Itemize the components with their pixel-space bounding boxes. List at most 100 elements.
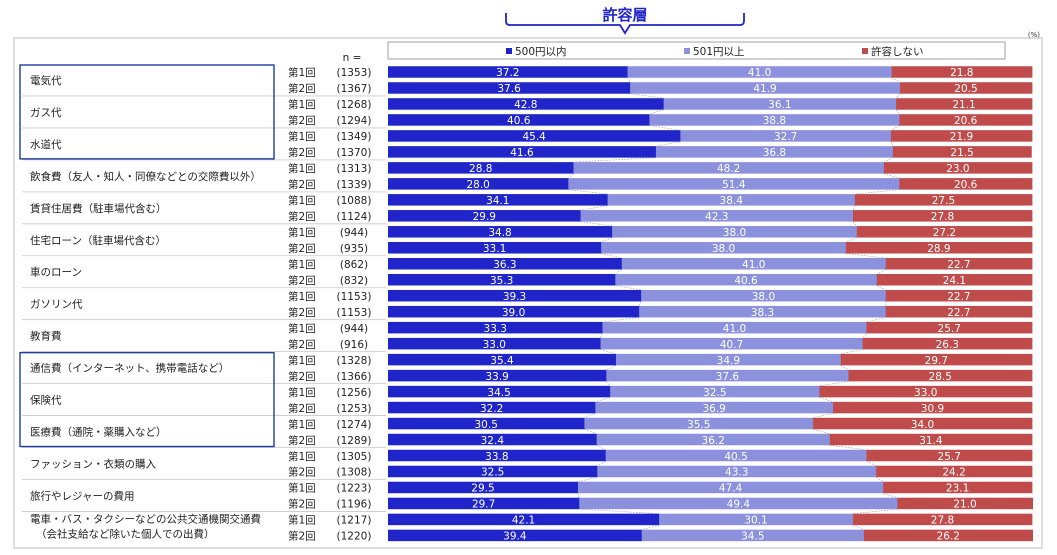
data-label: 32.7: [774, 131, 797, 143]
data-label: 21.5: [950, 147, 973, 159]
bar-segment: [388, 449, 607, 462]
round-label: 第1回: [288, 162, 316, 175]
bar-segment: [577, 481, 884, 494]
bar-segment: [852, 513, 1033, 526]
bracket-icon: [505, 13, 745, 35]
group-label: 旅行やレジャーの費用: [30, 489, 134, 502]
bar-segment: [885, 305, 1033, 318]
connector-line: [601, 253, 622, 259]
round-label: 第1回: [288, 66, 316, 79]
bar-segment: [866, 321, 1033, 334]
data-label: 38.3: [751, 307, 774, 319]
connector-line: [845, 237, 857, 243]
bar-segment: [621, 258, 887, 270]
data-label: 35.4: [490, 355, 514, 367]
bar-segment: [601, 242, 847, 254]
bar-segment: [854, 194, 1033, 206]
round-label: 第2回: [288, 274, 316, 287]
data-label: 51.4: [722, 179, 746, 191]
bar-segment: [388, 194, 609, 206]
round-label: 第2回: [288, 306, 316, 319]
bar-segment: [388, 258, 623, 270]
round-label: 第1回: [288, 98, 316, 111]
bar-segment: [388, 433, 598, 446]
n-value: (1124): [337, 211, 372, 223]
data-label: 37.6: [716, 371, 740, 383]
data-label: 27.5: [932, 195, 955, 207]
data-label: 25.7: [938, 323, 961, 335]
data-label: 27.2: [933, 227, 956, 239]
n-value: (1196): [337, 499, 372, 511]
connector-line: [883, 157, 894, 163]
n-value: (1353): [337, 67, 372, 79]
group-label: 教育費: [30, 330, 62, 343]
bar-segment: [388, 481, 579, 494]
data-label: 34.5: [741, 531, 764, 543]
n-value: (935): [340, 243, 368, 255]
round-label: 第2回: [288, 146, 316, 159]
data-label: 43.3: [725, 467, 748, 479]
n-value: (1088): [337, 195, 372, 207]
bar-segment: [899, 178, 1033, 190]
bar-segment: [388, 66, 628, 78]
data-label: 38.0: [752, 291, 775, 303]
data-label: 32.4: [481, 435, 505, 447]
data-label: 30.5: [475, 419, 498, 431]
data-label: 34.1: [486, 195, 509, 207]
data-label: 38.4: [720, 195, 744, 207]
data-label: 32.5: [481, 467, 504, 479]
connector-line: [601, 237, 613, 243]
data-label: 42.3: [705, 211, 728, 223]
bar-segment: [596, 433, 831, 446]
data-label: 41.6: [510, 147, 534, 159]
bar-segment: [388, 385, 611, 398]
n-value: (1256): [337, 387, 372, 399]
bar-segment: [388, 146, 657, 158]
bar-segment: [883, 162, 1033, 174]
connector-line: [852, 221, 858, 227]
data-label: 36.2: [702, 435, 725, 447]
connector-line: [615, 269, 622, 275]
connector-line: [819, 397, 834, 403]
bar-segment: [890, 130, 1033, 142]
data-label: 24.2: [942, 467, 965, 479]
data-label: 41.0: [723, 323, 746, 335]
data-label: 40.5: [724, 451, 747, 463]
data-label: 42.8: [514, 99, 537, 111]
bar-segment: [388, 353, 617, 366]
bar-segment: [813, 417, 1033, 430]
bar-segment: [641, 289, 887, 302]
bar-segment: [891, 66, 1033, 78]
bar-segment: [680, 130, 892, 142]
bar-segment: [615, 353, 842, 366]
round-label: 第1回: [288, 194, 316, 207]
data-label: 39.4: [503, 531, 527, 543]
n-value: (1223): [337, 483, 372, 495]
connector-line: [595, 397, 611, 403]
connector-line: [584, 429, 597, 435]
connector-line: [812, 429, 830, 435]
connector-line: [883, 173, 900, 179]
connector-line: [840, 365, 849, 371]
bar-segment: [899, 114, 1033, 126]
connector-line: [584, 413, 596, 419]
legend-box: [387, 41, 1006, 60]
connector-line: [615, 285, 642, 291]
bar-segment: [388, 513, 660, 526]
connector-line: [875, 476, 884, 482]
data-label: 32.2: [480, 403, 503, 415]
connector-line: [852, 524, 865, 530]
connector-line: [597, 460, 606, 467]
data-label: 33.3: [484, 323, 507, 335]
connector-line: [577, 476, 598, 483]
connector-line: [600, 333, 603, 339]
bar-segment: [605, 449, 867, 462]
round-label: 第2回: [288, 82, 316, 95]
bar-segment: [388, 98, 665, 110]
n-value: (1289): [337, 435, 372, 447]
data-label: 23.0: [946, 163, 969, 175]
bar-segment: [819, 385, 1033, 398]
bar-segment: [595, 401, 834, 414]
bar-segment: [388, 497, 580, 510]
data-label: 20.5: [954, 83, 977, 95]
